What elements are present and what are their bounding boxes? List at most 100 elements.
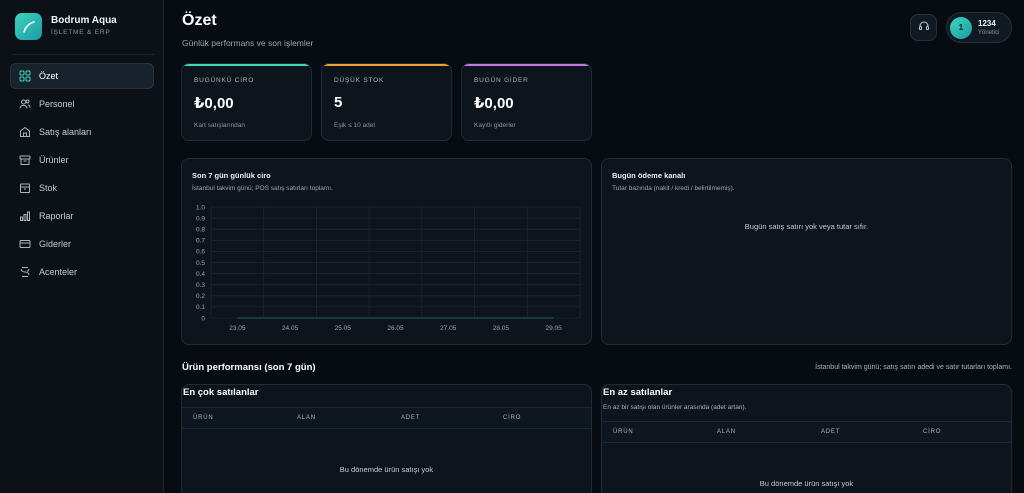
table-header: ÜRÜN ALAN ADET CİRO — [602, 421, 1011, 443]
sidebar-item-label: Raporlar — [39, 211, 74, 221]
kpi-value: 5 — [334, 94, 343, 111]
users-icon — [19, 98, 31, 110]
x-tick-label: 26.05 — [387, 325, 404, 332]
brand-name: Bodrum Aqua — [51, 15, 117, 26]
support-button[interactable] — [910, 14, 937, 41]
divider — [12, 54, 154, 55]
chart-title: Son 7 gün günlük ciro — [192, 171, 271, 180]
x-tick-label: 28.05 — [493, 325, 510, 332]
sidebar-item-stok[interactable]: Stok — [10, 175, 154, 201]
column-header[interactable]: ALAN — [717, 429, 736, 435]
page-subtitle: Günlük performans ve son işlemler — [182, 38, 314, 48]
sidebar-item-label: Özet — [39, 71, 59, 81]
sidebar-item-label: Stok — [39, 183, 58, 193]
column-header[interactable]: CİRO — [503, 415, 522, 421]
sidebar-item-label: Acenteler — [39, 267, 78, 277]
sidebar-item-label: Personel — [39, 99, 75, 109]
table-header: ÜRÜN ALAN ADET CİRO — [182, 407, 591, 429]
brand[interactable]: Bodrum Aqua İŞLETME & ERP — [15, 13, 117, 40]
kpi-label: BUGÜNKÜ CİRO — [194, 77, 255, 84]
brand-subtitle: İŞLETME & ERP — [51, 29, 111, 36]
section-title: Ürün performansı (son 7 gün) — [182, 362, 316, 373]
payment-title: Bugün ödeme kanalı — [612, 171, 686, 180]
kpi-accent-bar — [182, 64, 311, 66]
column-header[interactable]: ADET — [821, 429, 841, 435]
least-sellers-title: En az satılanlar — [603, 387, 673, 398]
x-tick-label: 24.05 — [282, 325, 299, 332]
sidebar-item-personel[interactable]: Personel — [10, 91, 154, 117]
y-tick-label: 0.6 — [196, 249, 205, 256]
card-icon — [19, 238, 31, 250]
sidebar-item-ozet[interactable]: Özet — [10, 63, 154, 89]
kpi-value: ₺0,00 — [194, 95, 234, 112]
sidebar-item-urunler[interactable]: Ürünler — [10, 147, 154, 173]
sidebar: Bodrum Aqua İŞLETME & ERP Özet Personel … — [0, 0, 164, 493]
kpi-label: BUGÜN GİDER — [474, 77, 529, 84]
kpi-value: ₺0,00 — [474, 95, 514, 112]
brand-logo-icon — [15, 13, 42, 40]
sidebar-item-giderler[interactable]: Giderler — [10, 231, 154, 257]
avatar: 1 — [950, 16, 972, 39]
kpi-accent-bar — [322, 64, 451, 66]
sidebar-item-label: Giderler — [39, 239, 72, 249]
x-tick-label: 27.05 — [440, 325, 457, 332]
y-tick-label: 0.4 — [196, 271, 205, 278]
x-tick-label: 25.05 — [335, 325, 352, 332]
kpi-label: DÜŞÜK STOK — [334, 77, 385, 84]
grid-icon — [19, 70, 31, 82]
kpi-subtext: Kart satışlarından — [194, 122, 245, 129]
box-icon — [19, 182, 31, 194]
least-sellers-subtitle: En az bir satışı olan ürünler arasında (… — [603, 404, 747, 411]
kpi-card-expenses: BUGÜN GİDER ₺0,00 Kayıtlı giderler — [461, 63, 592, 141]
archive-icon — [19, 154, 31, 166]
y-tick-label: 0.2 — [196, 293, 205, 300]
empty-state-message: Bu dönemde ürün satışı yok — [339, 465, 434, 474]
y-tick-label: 0 — [201, 315, 205, 322]
headset-icon — [918, 19, 930, 37]
agency-icon — [19, 266, 31, 278]
column-header[interactable]: ADET — [401, 415, 421, 421]
kpi-card-revenue: BUGÜNKÜ CİRO ₺0,00 Kart satışlarından — [181, 63, 312, 141]
sidebar-item-label: Satış alanları — [39, 127, 92, 137]
column-header[interactable]: ÜRÜN — [193, 415, 214, 421]
empty-state-message: Bugün satış satırı yok veya tutar sıfır. — [744, 222, 869, 231]
page-title: Özet — [182, 12, 217, 29]
payment-subtitle: Tutar bazında (nakit / kredi / belirtilm… — [612, 185, 735, 192]
user-role: Yönetici — [978, 29, 1000, 36]
section-note: İstanbul takvim günü; satış satırı adedi… — [815, 364, 1012, 371]
bar-chart-icon — [19, 210, 31, 222]
y-tick-label: 0.9 — [196, 215, 205, 222]
sidebar-item-raporlar[interactable]: Raporlar — [10, 203, 154, 229]
sidebar-item-acenteler[interactable]: Acenteler — [10, 259, 154, 285]
column-header[interactable]: ÜRÜN — [613, 429, 634, 435]
column-header[interactable]: CİRO — [923, 429, 942, 435]
kpi-card-low-stock: DÜŞÜK STOK 5 Eşik ≤ 10 adet — [321, 63, 452, 141]
user-menu[interactable]: 1 1234 Yönetici — [946, 12, 1012, 43]
kpi-accent-bar — [462, 64, 591, 66]
kpi-subtext: Eşik ≤ 10 adet — [334, 122, 376, 129]
column-header[interactable]: ALAN — [297, 415, 316, 421]
chart-subtitle: İstanbul takvim günü; POS satış satırlar… — [192, 185, 333, 192]
sidebar-item-satis-alanlari[interactable]: Satış alanları — [10, 119, 154, 145]
y-tick-label: 0.8 — [196, 227, 205, 234]
y-tick-label: 1.0 — [196, 204, 205, 211]
y-tick-label: 0.1 — [196, 304, 205, 311]
revenue-chart-panel: Son 7 gün günlük ciro İstanbul takvim gü… — [181, 158, 592, 345]
store-icon — [19, 126, 31, 138]
sidebar-nav: Özet Personel Satış alanları Ürünler Sto… — [10, 63, 154, 287]
y-tick-label: 0.7 — [196, 238, 205, 245]
payment-channel-panel: Bugün ödeme kanalı Tutar bazında (nakit … — [601, 158, 1012, 345]
x-tick-label: 29.05 — [546, 325, 563, 332]
main-content: Özet Günlük performans ve son işlemler 1… — [164, 0, 1024, 493]
best-sellers-panel: En çok satılanlar ÜRÜN ALAN ADET CİRO Bu… — [181, 384, 592, 493]
kpi-subtext: Kayıtlı giderler — [474, 122, 516, 129]
x-tick-label: 23.05 — [229, 325, 246, 332]
y-tick-label: 0.5 — [196, 260, 205, 267]
y-tick-label: 0.3 — [196, 282, 205, 289]
best-sellers-title: En çok satılanlar — [183, 387, 259, 398]
revenue-chart: 0 0.1 0.2 0.3 0.4 0.5 0.6 0.7 0.8 0.9 1.0 23.05 24.0… — [196, 204, 581, 332]
empty-state-message: Bu dönemde ürün satışı yok — [759, 479, 854, 488]
user-name: 1234 — [978, 18, 996, 28]
least-sellers-panel: En az satılanlar En az bir satışı olan ü… — [601, 384, 1012, 493]
sidebar-item-label: Ürünler — [39, 155, 69, 165]
